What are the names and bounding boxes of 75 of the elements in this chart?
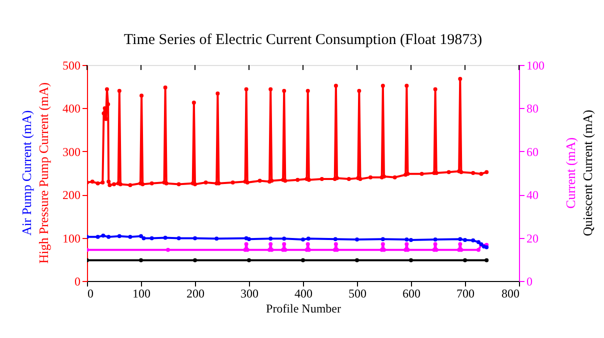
point: [471, 238, 476, 242]
point: [463, 258, 467, 262]
point: [244, 242, 248, 246]
point: [409, 258, 413, 262]
point: [117, 234, 122, 238]
point: [484, 258, 489, 262]
point: [166, 248, 170, 252]
point: [193, 236, 197, 240]
y2-tick-label: 40: [526, 188, 538, 202]
x-tick-label: 800: [502, 286, 520, 300]
point: [333, 237, 338, 242]
point: [458, 237, 462, 242]
y-tick-label: 100: [62, 231, 80, 246]
point: [282, 236, 286, 241]
point: [128, 234, 132, 239]
point: [139, 258, 143, 262]
point: [301, 238, 305, 242]
point: [282, 242, 286, 246]
y2-tick-label: 60: [526, 144, 538, 159]
point: [306, 242, 310, 246]
point: [433, 238, 438, 242]
point: [463, 238, 467, 242]
point: [214, 236, 219, 241]
point: [142, 236, 146, 240]
point: [101, 234, 106, 238]
y-tick-label: 0: [74, 274, 80, 288]
point: [193, 258, 197, 262]
y2-tick-label: 20: [526, 231, 538, 246]
point: [404, 238, 409, 242]
x-tick-label: 200: [186, 286, 204, 300]
point: [380, 237, 385, 242]
x-axis-title: Profile Number: [266, 302, 341, 316]
y2-tick-label: 100: [526, 58, 544, 72]
text: Air Pump Current (mA): [19, 110, 34, 236]
x-tick-label: 300: [240, 286, 258, 300]
text: Current (mA): [563, 137, 578, 209]
point: [163, 236, 168, 240]
point: [106, 234, 111, 239]
x-tick-label: 100: [132, 286, 150, 300]
point: [476, 240, 480, 244]
point: [355, 258, 359, 262]
chart-title: Time Series of Electric Current Consumption (Float 19873): [124, 32, 482, 48]
x-tick-label: 600: [402, 286, 420, 300]
y2-tick-label: 80: [526, 102, 538, 116]
point: [247, 237, 251, 242]
point: [176, 236, 181, 240]
y-tick-label: 500: [62, 58, 80, 72]
point: [382, 248, 386, 252]
point: [268, 242, 273, 246]
y2-tick-label: 0: [526, 274, 532, 288]
point: [404, 242, 409, 246]
y-tick-label: 400: [62, 102, 80, 116]
point: [433, 242, 438, 246]
point: [139, 234, 143, 238]
point: [335, 248, 340, 252]
point: [247, 258, 251, 262]
point: [409, 238, 413, 242]
point: [301, 258, 305, 262]
point: [458, 242, 462, 246]
point: [306, 236, 310, 241]
point: [150, 236, 154, 240]
point: [484, 245, 489, 250]
text: Quiescent Current (mA): [580, 110, 595, 236]
y-tick-label: 300: [62, 144, 80, 159]
point: [380, 242, 385, 246]
x-tick-label: 0: [88, 286, 94, 300]
point: [268, 236, 273, 241]
y-tick-label: 200: [62, 188, 80, 202]
x-tick-label: 500: [348, 286, 366, 300]
point: [476, 248, 480, 252]
x-tick-label: 700: [456, 286, 474, 300]
text: High Pressure Pump Current (mA): [36, 82, 51, 264]
point: [334, 242, 338, 246]
point: [96, 234, 100, 239]
x-tick-label: 400: [294, 286, 312, 300]
